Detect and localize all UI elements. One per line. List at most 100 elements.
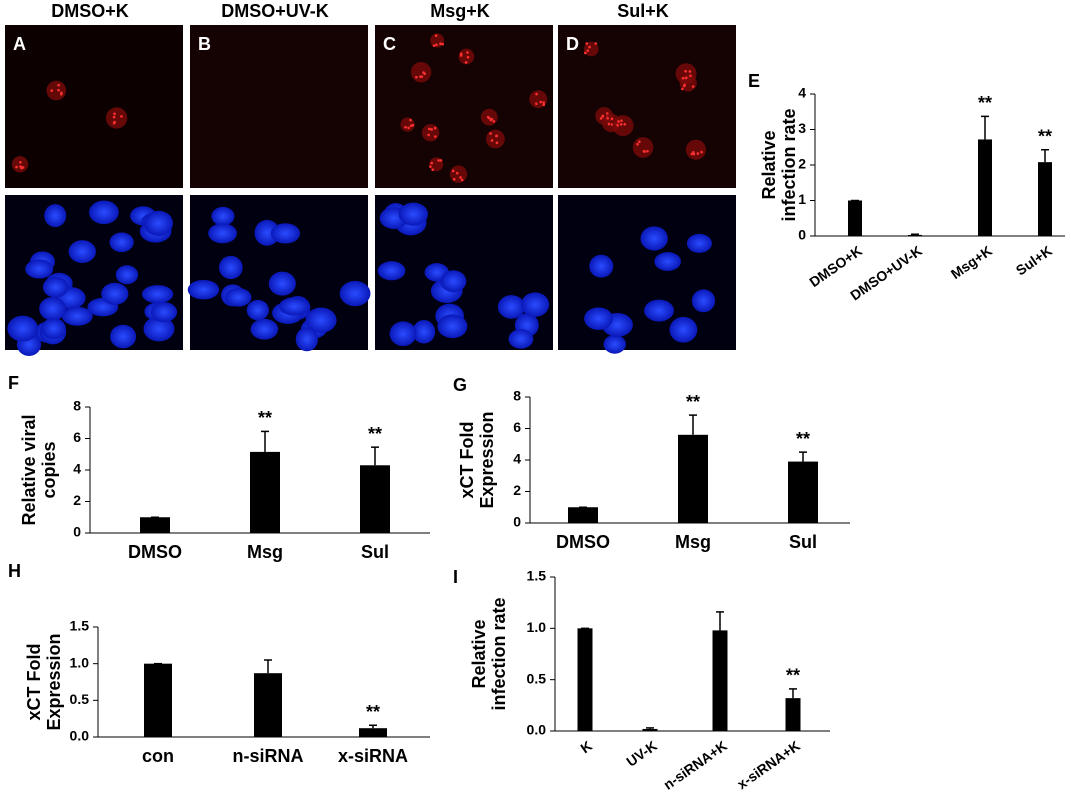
y-axis-label: Relative (759, 130, 779, 199)
red-dot (409, 118, 412, 122)
red-dot (455, 171, 459, 175)
red-dot (487, 116, 491, 120)
x-tick-label: n-siRNA (233, 746, 304, 766)
red-dot (696, 152, 700, 155)
red-dot (451, 169, 455, 173)
nucleus (208, 223, 237, 244)
red-dot (20, 166, 23, 170)
red-dot (690, 152, 694, 156)
bar (250, 451, 280, 533)
nucleus (584, 307, 613, 330)
red-channel-image (190, 25, 368, 188)
y-tick-label: 1.5 (527, 568, 547, 584)
blue-channel-image (558, 195, 736, 350)
red-dot (489, 118, 493, 122)
nucleus (141, 285, 174, 304)
panel-label: G (453, 375, 467, 395)
nucleus (7, 315, 39, 342)
y-tick-label: 6 (73, 429, 81, 445)
nucleus (440, 270, 467, 293)
nucleus (279, 297, 311, 316)
significance-mark: ** (796, 429, 810, 449)
nucleus (42, 276, 69, 298)
y-axis-label: Expression (44, 633, 64, 730)
red-dot (15, 165, 18, 169)
significance-mark: ** (366, 702, 380, 722)
nucleus (61, 306, 93, 326)
y-tick-label: 0 (513, 514, 521, 530)
red-dot (691, 85, 695, 88)
significance-mark: ** (368, 424, 382, 444)
x-tick-label: x-siRNA (338, 746, 408, 766)
red-dot (539, 100, 543, 104)
red-dot (689, 74, 692, 78)
red-dot (464, 61, 468, 64)
red-dot (646, 149, 649, 153)
red-cell (529, 90, 548, 109)
nucleus (115, 265, 139, 285)
bar (144, 663, 172, 737)
red-cell (685, 139, 707, 160)
y-tick-label: 0.5 (70, 691, 90, 707)
x-tick-label: Sul (789, 532, 817, 552)
bar (568, 507, 598, 523)
nucleus (25, 259, 54, 279)
y-axis-label: infection rate (779, 108, 799, 221)
red-dot (620, 119, 623, 122)
red-dot (452, 177, 456, 181)
nucleus (508, 329, 534, 349)
x-tick-label: Msg (675, 532, 711, 552)
panel-label: I (453, 567, 458, 587)
significance-mark: ** (686, 392, 700, 412)
red-dot (50, 89, 54, 92)
bar (908, 234, 922, 236)
significance-mark: ** (786, 666, 800, 686)
nucleus (669, 316, 698, 343)
red-cell (485, 129, 505, 149)
nucleus (246, 299, 269, 321)
y-tick-label: 6 (513, 419, 521, 435)
red-dot (113, 112, 116, 116)
nucleus (270, 223, 301, 244)
red-dot (459, 176, 462, 179)
red-dot (599, 117, 603, 120)
red-cell (458, 48, 475, 65)
red-dot (407, 126, 410, 130)
red-dot (437, 159, 440, 162)
bar (788, 461, 818, 523)
nucleus (295, 327, 318, 352)
red-dot (535, 102, 538, 106)
x-tick-label: DMSO (556, 532, 610, 552)
nucleus (143, 316, 175, 342)
red-dot (606, 112, 609, 115)
nucleus (39, 297, 67, 321)
y-tick-label: 0.5 (527, 670, 547, 686)
nucleus (603, 334, 626, 354)
red-dot (439, 42, 442, 46)
red-dot (601, 114, 605, 118)
red-dot (542, 101, 545, 104)
bar (360, 465, 390, 533)
y-axis-label: xCT Fold (457, 422, 477, 499)
red-dot (420, 75, 424, 78)
y-axis-label: copies (39, 441, 59, 498)
red-dot (57, 88, 60, 92)
red-dot (588, 45, 591, 49)
bar (678, 434, 708, 523)
bar (359, 728, 387, 737)
x-tick-label: con (142, 746, 174, 766)
bar (1038, 162, 1052, 236)
column-title: DMSO+UV-K (221, 1, 329, 21)
nucleus (654, 252, 681, 271)
nucleus (109, 232, 134, 253)
y-tick-label: 2 (513, 482, 521, 498)
red-cell (449, 165, 468, 183)
red-dot (441, 42, 445, 46)
red-dot (700, 150, 703, 154)
bar (848, 200, 862, 236)
red-channel-image (5, 25, 183, 188)
red-cell (11, 156, 29, 173)
red-dot (616, 123, 619, 127)
red-cell (632, 137, 654, 158)
nucleus (377, 261, 406, 281)
